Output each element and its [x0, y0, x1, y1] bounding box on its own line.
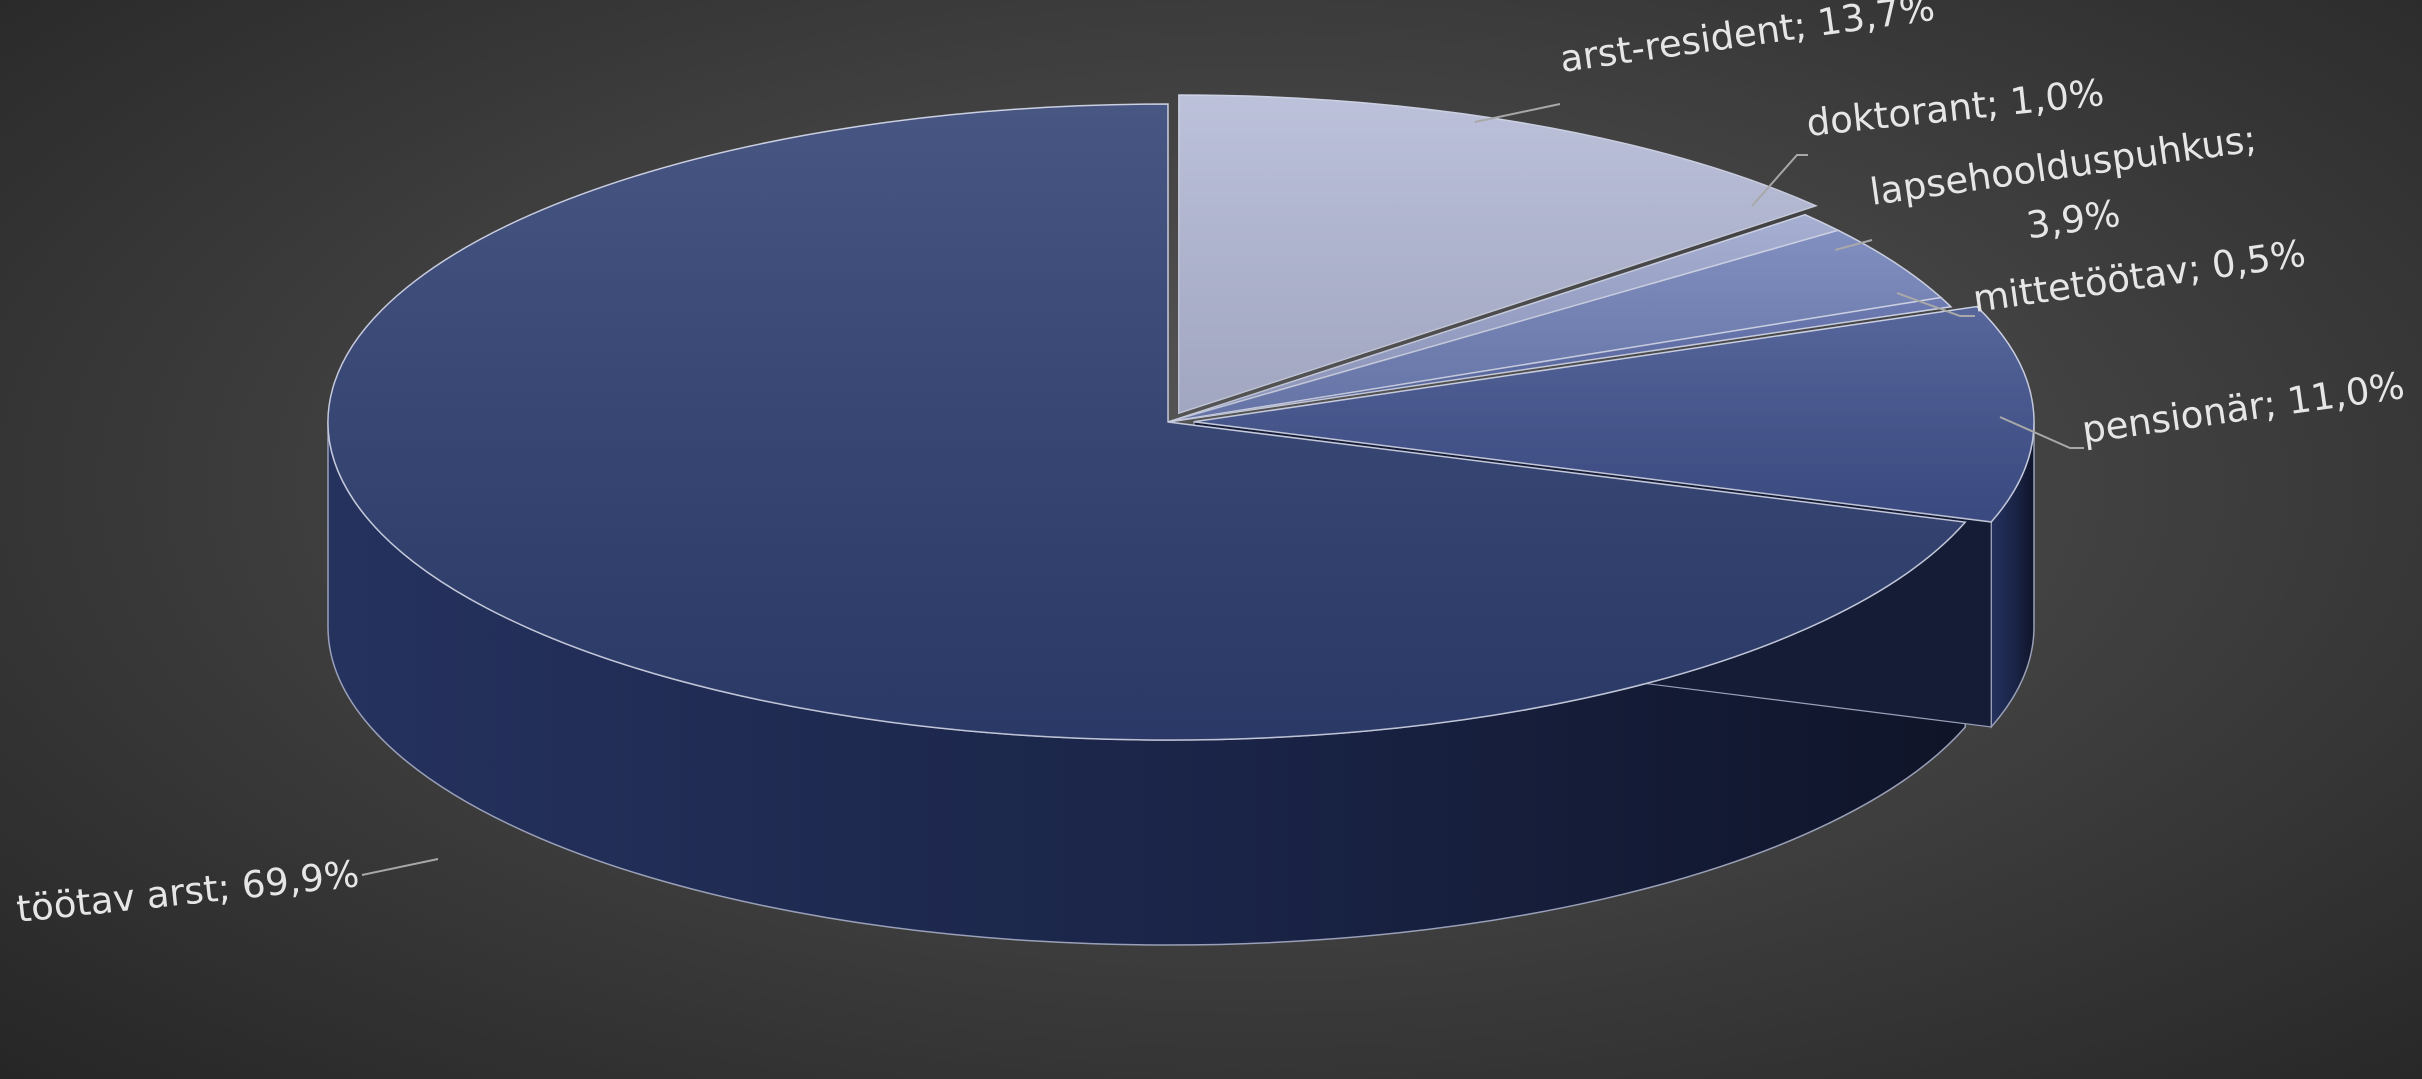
- pie-slice-shade-arst-resident: [1178, 95, 1816, 414]
- leader-line-arst-resident: [1474, 103, 1561, 123]
- leader-line-pensionar: [1999, 416, 2084, 449]
- pie-slice-shade-pensionar: [1193, 306, 2034, 522]
- pie-slice-shade-mittetootav: [1168, 297, 1951, 422]
- data-label-doktorant: doktorant; 1,0%: [1804, 71, 2106, 145]
- pie-slice-shade-tootav-arst: [328, 104, 1966, 740]
- leader-line-doktorant: [1751, 154, 1808, 207]
- leader-line-lapsehoolduspuhkus: [1834, 239, 1873, 251]
- pie-slice-lapsehoolduspuhkus: [1167, 229, 1943, 423]
- pie-slice-tootav-arst: [327, 103, 1967, 741]
- data-label-pensionar: pensionär; 11,0%: [2079, 364, 2407, 452]
- data-label-lapsehoolduspuhkus-line-2: 3,9%: [2024, 192, 2123, 248]
- data-label-mittetootav: mittetöötav; 0,5%: [1970, 232, 2308, 321]
- data-label-arst-resident: arst-resident; 13,7%: [1557, 0, 1937, 81]
- pie-slice-shade-doktorant: [1168, 214, 1839, 422]
- leader-line-tootav-arst: [361, 858, 439, 876]
- pie-slice-shade-lapsehoolduspuhkus: [1168, 230, 1941, 422]
- pie-slice-mittetootav: [1167, 296, 1953, 423]
- data-label-tootav-arst: töötav arst; 69,9%: [14, 852, 361, 931]
- leader-line-mittetootav: [1896, 292, 1975, 317]
- pie-slice-arst-resident: [1178, 94, 1818, 415]
- pie-slice-pensionar: [1193, 305, 2035, 523]
